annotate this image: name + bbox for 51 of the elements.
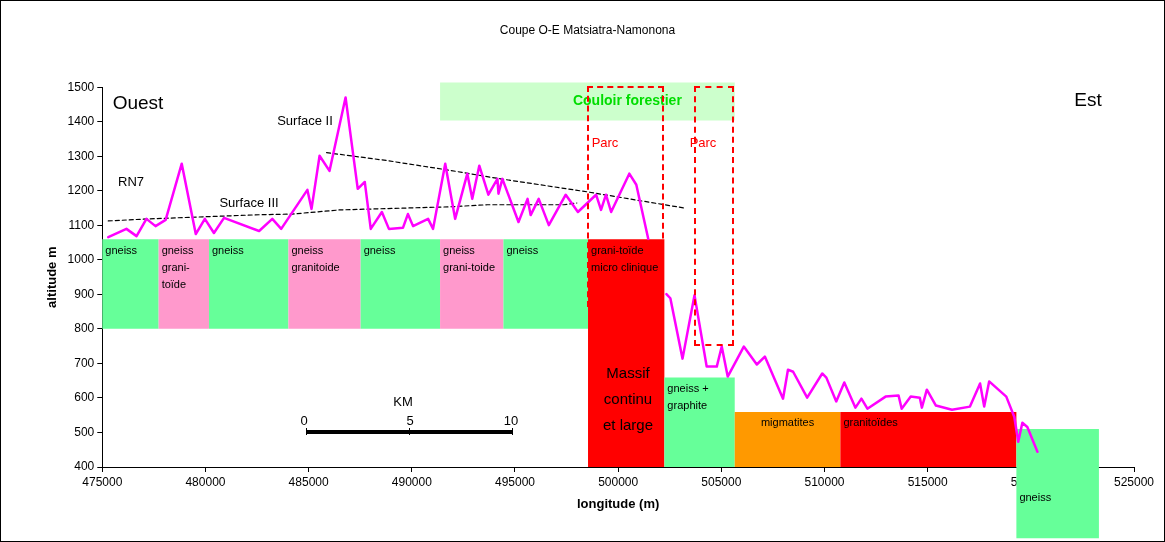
annotation: Ouest [112,92,165,114]
annotation: Surface III [219,194,279,210]
y-tick-label: 1500 [67,79,95,94]
y-tick-label: 800 [74,321,95,336]
line-series [325,152,685,209]
chart-title: Coupe O-E Matsiatra-Namonona [499,22,676,37]
band-label: gneiss granitoide [291,243,340,273]
band-label: gneiss grani-toide [443,243,496,273]
annotation: KM [393,393,413,409]
annotation: Massif continu et large [602,364,654,434]
x-tick-label: 490000 [391,474,433,489]
annotation: 10 [503,412,519,428]
x-tick-label: 505000 [701,474,742,489]
annotation: 5 [406,412,414,428]
y-tick-label: 600 [74,390,95,405]
y-tick-label: 500 [74,424,95,439]
annotation: RN7 [117,173,145,189]
annotation: 0 [300,412,308,428]
y-tick-label: 400 [74,459,95,474]
band-label: migmatites [760,416,815,429]
y-tick-label: 700 [74,355,95,370]
band-label: gneiss [211,243,245,256]
y-tick-label: 1300 [67,148,95,163]
annotation: Parc [591,134,619,150]
x-tick-label: 510000 [804,474,845,489]
band-label: granitoïdes [843,416,899,429]
y-tick-label: 1200 [67,183,95,198]
y-tick-label: 1400 [67,114,95,129]
band-label: gneiss [1019,490,1052,503]
x-tick-label: 500000 [598,474,639,489]
band-label: grani-toïde micro clinique [591,243,659,273]
annotation: Surface II [277,112,333,128]
annotation: Parc [689,134,717,150]
band-label: Couloir forestier [572,92,683,109]
y-tick-label: 900 [74,286,95,301]
x-tick-label: 515000 [907,474,948,489]
band-label: gneiss [363,243,396,256]
y-tick-label: 1100 [68,217,95,232]
x-axis-title: longitude (m) [576,495,660,511]
y-axis-title: altitude m [44,246,60,308]
band-label: gneiss [105,243,138,256]
band-label: gneiss grani-toïde [161,243,194,290]
y-tick-label: 1000 [67,252,95,267]
band-label: gneiss + graphite [667,381,709,411]
x-tick-label: 475000 [82,474,123,489]
x-tick-label: 480000 [185,474,226,489]
band-label: gneiss [506,243,539,256]
x-tick-label: 495000 [494,474,536,489]
x-tick-label: 525000 [1113,474,1155,489]
annotation: Est [1074,89,1103,111]
x-tick-label: 485000 [288,474,329,489]
